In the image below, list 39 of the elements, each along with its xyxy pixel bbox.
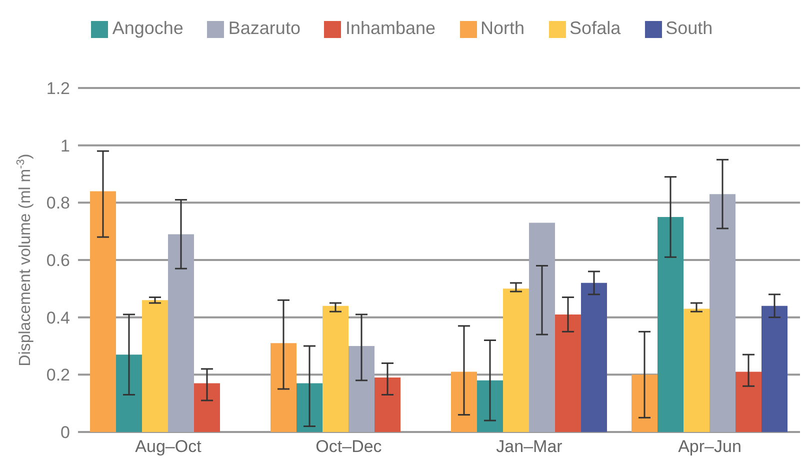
bar (374, 378, 400, 432)
legend-label: South (666, 18, 713, 38)
bar (632, 374, 658, 432)
y-tick-label: 0.8 (46, 194, 70, 213)
legend-label: Bazaruto (228, 18, 300, 38)
bar (736, 372, 762, 432)
bar (451, 372, 477, 432)
bar (710, 194, 736, 432)
y-tick-label: 0.4 (46, 308, 70, 328)
bar (270, 343, 296, 432)
bar (116, 354, 142, 432)
bar (168, 234, 194, 432)
legend-label: Angoche (112, 18, 184, 38)
x-tick-label: Oct–Dec (316, 437, 382, 456)
bar (90, 191, 116, 432)
bar (142, 300, 168, 432)
x-tick-label: Jan–Mar (496, 437, 563, 456)
y-tick-label: 0 (60, 423, 70, 442)
bar (555, 314, 581, 432)
legend-label: Inhambane (345, 18, 436, 38)
bar (348, 346, 374, 432)
y-tick-label: 1 (60, 136, 70, 156)
bar (296, 383, 322, 432)
bar (477, 380, 503, 432)
x-tick-label: Aug–Oct (135, 437, 202, 456)
y-tick-label: 0.2 (46, 366, 70, 385)
bar (322, 306, 348, 432)
y-tick-label: 1.2 (46, 79, 70, 98)
bar (658, 217, 684, 432)
y-tick-label: 0.6 (46, 251, 70, 270)
bar (529, 222, 555, 432)
bar (684, 308, 710, 432)
bar (194, 383, 220, 432)
legend-label: Sofala (570, 18, 621, 38)
bar (762, 306, 788, 432)
bar (581, 282, 607, 432)
legend-label: North (480, 18, 525, 38)
x-tick-label: Apr–Jun (678, 437, 742, 456)
bar (503, 288, 529, 432)
